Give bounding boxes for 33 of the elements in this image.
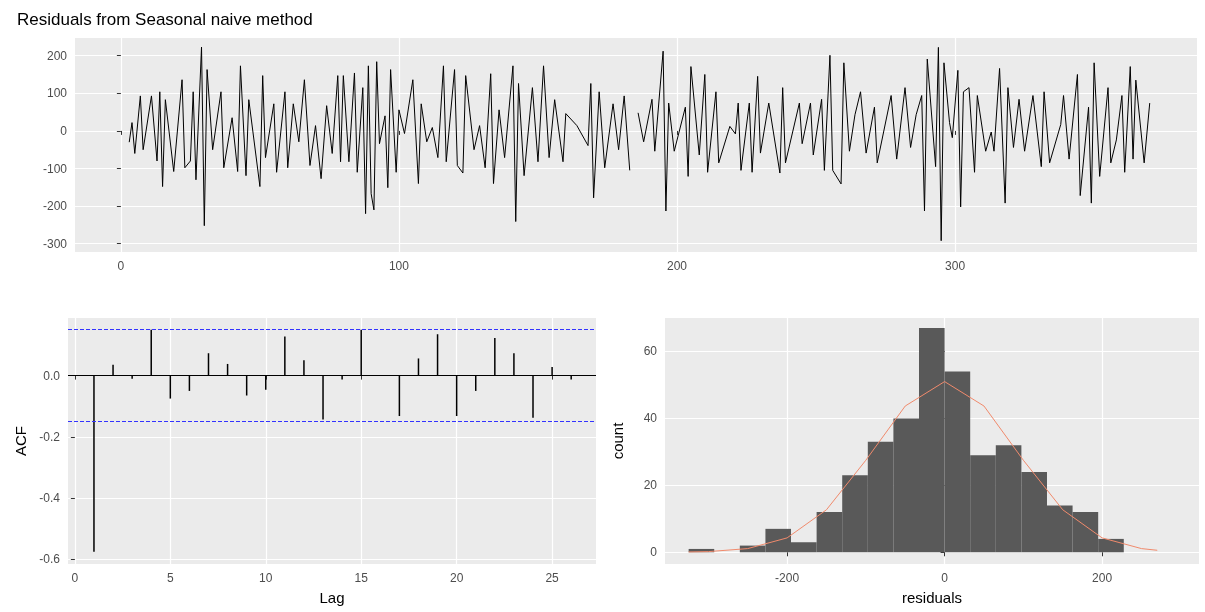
x-tick-label: 0	[117, 259, 125, 273]
x-tick-label: 25	[545, 571, 560, 585]
x-tick-label: 200	[1092, 571, 1113, 585]
x-tick-label: 300	[945, 259, 966, 273]
y-tick-label: 0	[650, 545, 658, 560]
y-tick-label: 100	[46, 86, 68, 101]
y-axis-title: count	[609, 421, 626, 460]
y-tick-label: 0	[60, 123, 68, 138]
y-tick-label: -0.6	[39, 552, 61, 567]
x-tick-label: 200	[667, 259, 688, 273]
y-tick-label: 200	[46, 48, 68, 63]
x-axis-title: Lag	[319, 589, 345, 606]
y-tick-label: -200	[42, 199, 68, 214]
chart-title: Residuals from Seasonal naive method	[17, 10, 313, 29]
y-tick-label: 20	[643, 478, 658, 493]
x-axis-title: residuals	[901, 589, 963, 606]
y-tick-label: 0.0	[43, 368, 61, 383]
x-tick-label: 0	[71, 571, 79, 585]
y-tick-label: -100	[42, 161, 68, 176]
x-tick-label: -200	[775, 571, 800, 585]
x-tick-label: 10	[259, 571, 273, 585]
y-tick-label: -300	[42, 236, 68, 251]
y-tick-label: 40	[643, 411, 658, 426]
y-tick-label: -0.2	[39, 429, 61, 444]
y-tick-label: 60	[643, 344, 658, 359]
x-tick-label: 100	[388, 259, 410, 273]
y-axis-title: ACF	[12, 426, 29, 456]
x-tick-label: 0	[941, 571, 949, 585]
x-tick-label: 5	[166, 571, 174, 585]
x-tick-label: 15	[354, 571, 369, 585]
x-tick-label: 20	[449, 571, 464, 585]
line-series	[688, 381, 1158, 553]
y-tick-label: -0.4	[39, 491, 61, 506]
